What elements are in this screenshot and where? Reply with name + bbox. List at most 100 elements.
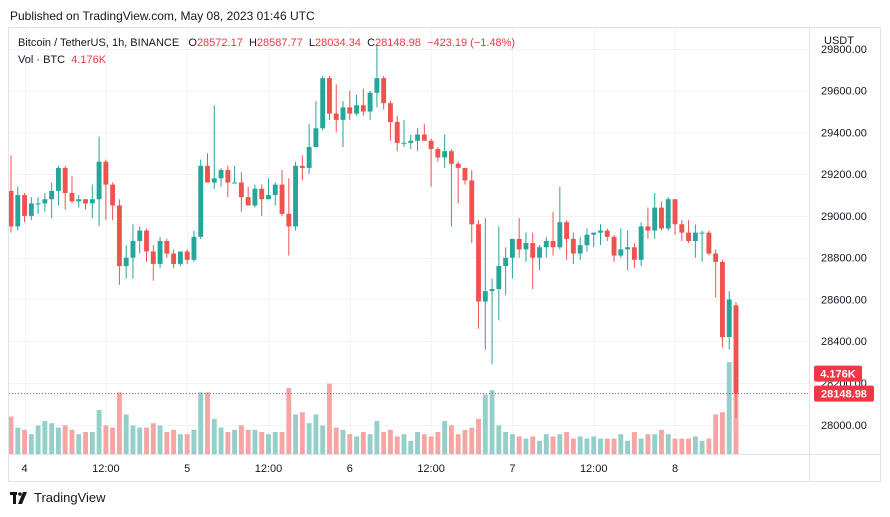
volume-bar (9, 416, 14, 454)
volume-bar (415, 432, 420, 454)
candle-body (123, 257, 129, 267)
candle-body (327, 78, 332, 114)
volume-bar (327, 383, 332, 454)
footer-brand[interactable]: TradingView (10, 490, 106, 505)
volume-bar (76, 434, 82, 454)
change-value: −423.19 (−1.48%) (427, 37, 516, 49)
volume-bar (293, 414, 299, 454)
candle-body (211, 178, 217, 183)
volume-bar (279, 432, 285, 454)
candle-body (171, 253, 177, 264)
volume-bar (455, 434, 461, 454)
candle-body (381, 78, 387, 104)
candle-body (306, 147, 312, 168)
volume-bar (469, 427, 475, 454)
price-badge-label: 28148.98 (821, 389, 867, 401)
candle-body (286, 213, 292, 227)
volume-bar (713, 414, 719, 454)
candle-body (55, 167, 61, 191)
close-label: C (367, 37, 376, 49)
symbol-label[interactable]: Bitcoin / TetherUS, 1h, BINANCE (18, 37, 180, 49)
volume-bar (320, 425, 326, 454)
open-label: O (188, 37, 197, 49)
candle-body (679, 224, 685, 233)
volume-bar (171, 429, 177, 454)
close-value: 28148.98 (375, 37, 421, 49)
low-label: L (308, 37, 316, 49)
price-tick-label: 29200.00 (821, 169, 867, 181)
volume-bar (272, 432, 278, 454)
volume-bar (537, 440, 542, 454)
price-tick-label: 29400.00 (821, 127, 867, 139)
candle-body (530, 243, 536, 258)
volume-bar (421, 434, 427, 454)
low-value: 28034.34 (315, 37, 361, 49)
volume-bar (496, 425, 502, 454)
candle-body (320, 78, 326, 129)
candle-body (665, 199, 671, 229)
candle-body (354, 105, 359, 114)
candlestick-chart[interactable]: 28000.0028200.0028400.0028600.0028800.00… (9, 28, 881, 482)
candle-body (672, 199, 678, 225)
volume-bar (130, 425, 136, 454)
volume-bar (665, 434, 671, 454)
candle-body (110, 184, 116, 206)
candle-body (157, 241, 163, 264)
volume-bar (557, 434, 563, 454)
volume-label[interactable]: Vol · BTC (18, 54, 66, 66)
candle-body (448, 151, 454, 164)
volume-bar (631, 432, 637, 454)
candle-body (625, 247, 631, 250)
candle-body (523, 243, 529, 250)
volume-bar (699, 440, 705, 454)
time-tick-label: 12:00 (417, 463, 445, 475)
volume-bar (489, 390, 495, 454)
candle-body (144, 230, 149, 252)
volume-bar (570, 438, 576, 454)
volume-bar (720, 412, 725, 454)
volume-bar (672, 438, 678, 454)
candle-body (652, 207, 658, 231)
ohlc-row: Bitcoin / TetherUS, 1h, BINANCE O28572.1… (18, 35, 515, 52)
candle-body (659, 207, 664, 229)
candle-body (496, 266, 502, 290)
time-axis: 4 12:00 5 12:00 6 12:00 7 12:00 8 (21, 463, 678, 475)
volume-bars (9, 362, 739, 454)
candle-body (96, 161, 102, 200)
candle-body (49, 190, 55, 200)
candle-body (9, 190, 14, 227)
candle-body (205, 165, 210, 183)
candle-body (347, 107, 353, 114)
volume-bar (577, 436, 583, 454)
volume-bar (177, 434, 183, 454)
candle-body (367, 92, 373, 112)
volume-bar (55, 427, 61, 454)
candle-body (692, 232, 698, 241)
volume-bar (428, 436, 434, 454)
chart-frame (8, 27, 881, 482)
candle-body (584, 234, 590, 246)
volume-bar (611, 438, 617, 454)
volume-badge-label: 4.176K (820, 369, 856, 381)
candle-body (35, 203, 41, 205)
candle-body (164, 241, 170, 254)
candle-body (726, 299, 732, 338)
chart-legend: Bitcoin / TetherUS, 1h, BINANCE O28572.1… (18, 35, 515, 69)
candle-body (22, 195, 27, 216)
candle-body (42, 199, 48, 204)
volume-bar (103, 425, 109, 454)
volume-bar (218, 427, 224, 454)
time-tick-label: 4 (21, 463, 27, 475)
volume-bar (347, 434, 353, 454)
volume-bar (550, 436, 556, 454)
volume-bar (374, 421, 380, 454)
volume-bar (652, 434, 658, 454)
candle-body (340, 107, 346, 120)
volume-bar (523, 438, 529, 454)
volume-bar (543, 434, 549, 454)
volume-bar (306, 423, 312, 454)
volume-bar (503, 432, 509, 454)
candle-body (421, 134, 427, 141)
candle-body (184, 251, 190, 260)
price-tick-label: 29600.00 (821, 86, 867, 98)
